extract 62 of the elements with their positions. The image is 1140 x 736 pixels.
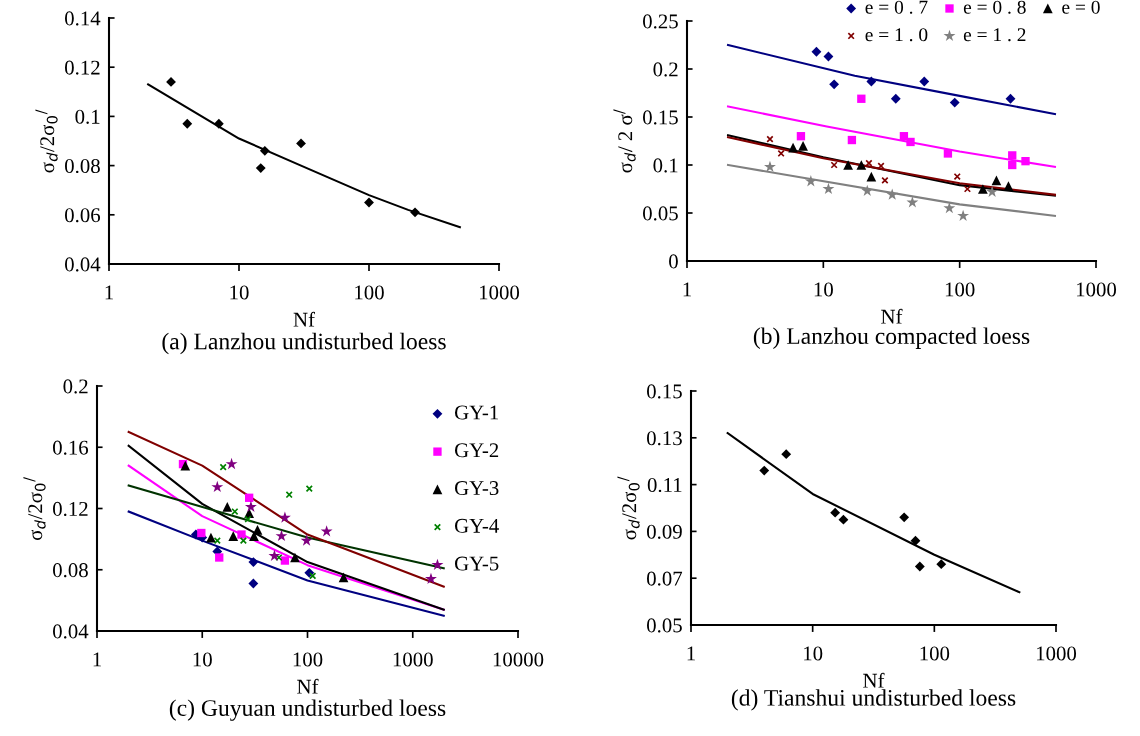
x-tick-label: 100 (945, 282, 975, 297)
y-tick-label: 0.1 (75, 109, 100, 124)
legend-label: e = 0 . 8 (963, 0, 1026, 14)
y-tick-label: 0.2 (653, 62, 678, 77)
y-tick-label: 0.12 (53, 501, 88, 517)
y-tick-label: 0.13 (647, 431, 682, 446)
x-tick-label: 1000 (480, 285, 520, 300)
x-tick-label: 100 (293, 652, 323, 667)
legend-label: GY-1 (454, 405, 498, 420)
y-tick-label: 0.11 (647, 477, 682, 493)
legend-label: GY-3 (454, 481, 499, 496)
y-tick-label: 0.14 (65, 11, 101, 26)
x-axis-title: Nf (297, 678, 319, 694)
y-tick-label: 0.1 (653, 158, 678, 173)
x-tick-label: 1000 (1037, 646, 1077, 661)
y-tick-label: 0.08 (53, 563, 88, 578)
x-tick-label: 1 (683, 282, 691, 297)
y-tick-label: 0.09 (647, 524, 682, 539)
x-axis-title: Nf (293, 311, 315, 327)
x-tick-label: 10 (193, 652, 212, 667)
text: (a) Lanzhou undisturbed loess (162, 332, 446, 355)
x-tick-label: 100 (920, 646, 950, 661)
y-tick-label: 0.15 (643, 110, 678, 125)
x-tick-label: 1 (93, 652, 101, 667)
y-tick-label: 0 (669, 254, 678, 269)
y-tick-label: 0.07 (647, 571, 683, 586)
x-tick-label: 1000 (393, 652, 433, 667)
x-tick-label: 1000 (1077, 282, 1117, 297)
y-tick-label: 0.04 (53, 624, 89, 639)
legend-label: e = 1 . 0 (865, 28, 928, 42)
x-tick-label: 1 (687, 646, 695, 661)
y-tick-label: 0.05 (643, 206, 678, 221)
legend-label: GY-5 (454, 556, 499, 571)
legend-label: e = 0 (1062, 0, 1100, 14)
text: (c) Guyuan undisturbed loess (169, 699, 446, 721)
y-tick-label: 0.25 (643, 14, 678, 29)
x-tick-label: 1 (105, 285, 113, 300)
legend-label: GY-2 (454, 443, 499, 458)
legend-label: e = 0 . 7 (865, 0, 928, 14)
y-tick-label: 0.06 (65, 208, 101, 223)
y-tick-label: 0.15 (647, 384, 682, 399)
text: (b) Lanzhou compacted loess (753, 327, 1030, 349)
y-tick-label: 0.08 (65, 158, 100, 174)
y-axis-title: σ$_{d}$/ 2 σ$^{/}$ (613, 109, 636, 173)
text: (d) Tianshui undisturbed loess (731, 689, 1016, 711)
y-tick-label: 0.05 (647, 618, 682, 633)
x-tick-label: 10 (230, 285, 249, 300)
x-axis-title: Nf (881, 308, 903, 324)
x-tick-label: 100 (355, 285, 384, 300)
y-tick-label: 0.12 (65, 60, 100, 75)
y-tick-label: 0.2 (63, 379, 88, 394)
y-tick-label: 0.04 (65, 257, 101, 272)
y-axis-title: σ$_{d}$/2σ$_{0}$$^{/}$ (35, 109, 58, 173)
y-axis-title: σ$_{d}$/2σ$_{0}$$^{/}$ (617, 476, 640, 540)
x-axis-title: Nf (863, 672, 885, 688)
x-tick-label: 10 (814, 282, 833, 297)
x-tick-label: 10 (804, 646, 823, 661)
legend-label: GY-4 (454, 518, 499, 533)
x-tick-label: 10000 (493, 652, 544, 667)
y-axis-title: σ$_{d}$/2σ$_{0}$$^{/}$ (23, 476, 46, 540)
legend-label: e = 1 . 2 (963, 28, 1026, 42)
y-tick-label: 0.16 (53, 440, 89, 455)
